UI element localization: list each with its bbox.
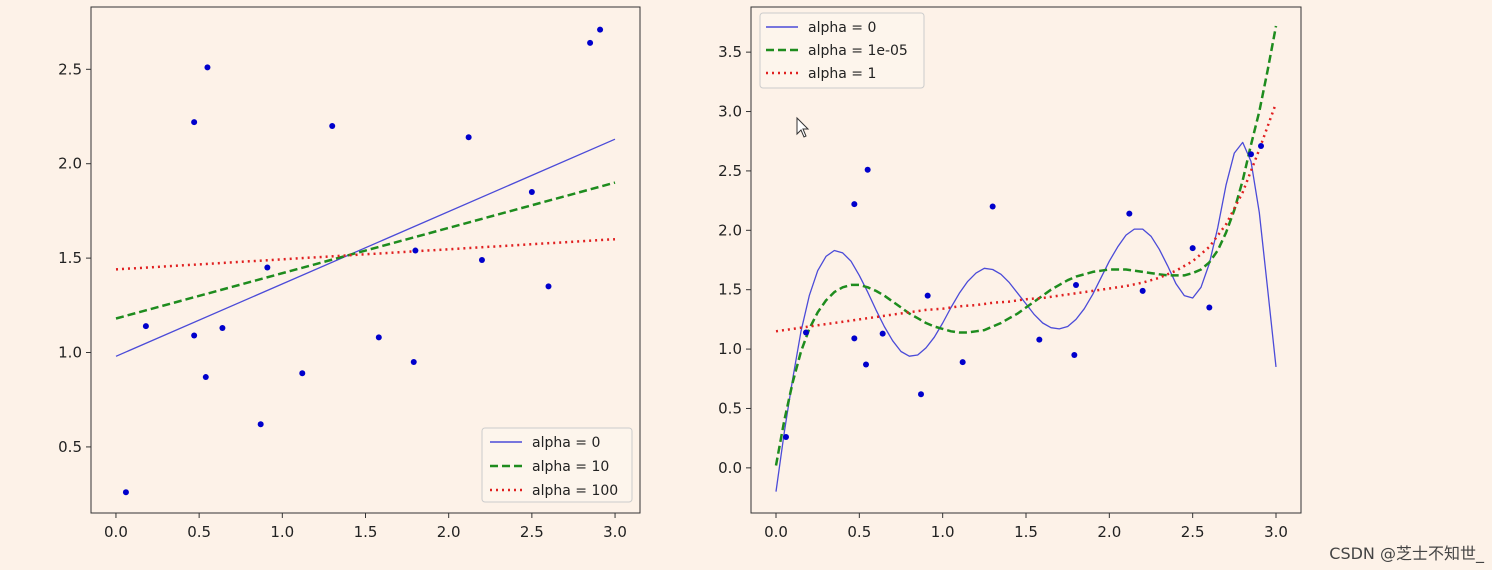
x-tick-label: 1.0 xyxy=(931,523,955,541)
legend-label: alpha = 0 xyxy=(808,20,876,36)
y-tick-label: 2.5 xyxy=(58,60,82,78)
y-tick-label: 0.5 xyxy=(58,438,82,456)
scatter-point xyxy=(587,39,594,46)
series-line-dotted xyxy=(775,102,1278,333)
y-tick-label: 0.0 xyxy=(718,459,742,477)
scatter-point xyxy=(219,324,226,331)
scatter-point xyxy=(122,489,129,496)
x-tick-label: 2.5 xyxy=(520,523,544,541)
lines-right xyxy=(774,25,1278,492)
scatter-point xyxy=(1139,287,1146,294)
scatter-point xyxy=(803,329,809,336)
scatter-point xyxy=(1248,151,1254,158)
series-line-dashed xyxy=(115,181,616,320)
y-tick-label: 2.5 xyxy=(718,162,742,180)
x-tick-label: 1.0 xyxy=(270,523,294,541)
scatter-point xyxy=(959,359,966,366)
legend-label: alpha = 10 xyxy=(532,459,609,475)
x-tick-label: 1.5 xyxy=(354,523,378,541)
legend-label: alpha = 1e-05 xyxy=(808,43,908,59)
legend-left: alpha = 0 alpha = 10 alpha = 100 xyxy=(481,427,633,503)
plot-area-right xyxy=(750,6,1302,514)
mouse-cursor-icon xyxy=(796,116,810,138)
y-tick-label: 3.0 xyxy=(718,103,742,121)
scatter-point xyxy=(191,119,198,126)
series-line-dashed xyxy=(774,25,1278,466)
scatter-point xyxy=(783,433,789,440)
scatter-point xyxy=(1071,352,1078,359)
x-tick-label: 2.0 xyxy=(437,523,461,541)
scatter-point xyxy=(204,64,211,71)
scatter-point xyxy=(851,335,858,342)
y-tick-label: 1.5 xyxy=(718,281,742,299)
x-tick-label: 1.5 xyxy=(1014,523,1038,541)
x-tick-label: 3.0 xyxy=(1264,523,1288,541)
x-tick-label: 0.0 xyxy=(104,523,128,541)
x-tick-label: 2.5 xyxy=(1181,523,1205,541)
scatter-point xyxy=(1258,142,1264,149)
axis-ticks-left: 0.0 0.5 1.0 1.5 2.0 2.5 3.0 0.5 1.0 1.5 2.0 2.5 xyxy=(58,60,627,541)
scatter-point xyxy=(412,247,419,254)
legend-label: alpha = 0 xyxy=(532,435,600,451)
scatter-point xyxy=(1036,336,1043,343)
scatter-point xyxy=(1126,210,1133,217)
scatter-point xyxy=(528,189,535,196)
scatter-right xyxy=(783,142,1264,440)
scatter-point xyxy=(918,391,924,398)
scatter-point xyxy=(863,361,869,368)
legend-right: alpha = 0 alpha = 1e-05 alpha = 1 xyxy=(759,12,925,89)
scatter-point xyxy=(465,134,472,141)
scatter-point xyxy=(851,201,858,208)
legend-label: alpha = 100 xyxy=(532,483,618,499)
watermark: CSDN @芝士不知世_ xyxy=(1329,544,1484,563)
x-tick-label: 3.0 xyxy=(603,523,627,541)
y-tick-label: 3.5 xyxy=(718,43,742,61)
y-tick-label: 0.5 xyxy=(718,399,742,417)
scatter-point xyxy=(1073,281,1079,288)
scatter-point xyxy=(142,323,149,330)
scatter-point xyxy=(1189,245,1196,252)
scatter-point xyxy=(478,257,485,263)
x-tick-label: 0.0 xyxy=(764,523,788,541)
y-tick-label: 1.0 xyxy=(718,340,742,358)
y-tick-label: 1.5 xyxy=(58,249,82,267)
legend-label: alpha = 1 xyxy=(808,66,876,82)
scatter-point xyxy=(545,283,552,290)
scatter-point xyxy=(329,122,336,129)
scatter-point xyxy=(299,370,306,377)
series-line-solid xyxy=(775,141,1277,492)
series-line-solid xyxy=(115,138,616,357)
lines-left xyxy=(115,138,616,357)
axis-ticks-right: 0.0 0.5 1.0 1.5 2.0 2.5 3.0 0.0 0.5 1.0 1.5 2.0 2.5 3… xyxy=(718,43,1288,541)
scatter-point xyxy=(410,358,417,365)
y-tick-label: 2.0 xyxy=(718,221,742,239)
scatter-left xyxy=(122,26,604,496)
x-tick-label: 2.0 xyxy=(1097,523,1121,541)
chart-right: 0.0 0.5 1.0 1.5 2.0 2.5 3.0 0.0 0.5 1.0 1.5 2.0 2.5 3… xyxy=(718,6,1302,541)
y-tick-label: 1.0 xyxy=(58,344,82,362)
scatter-point xyxy=(375,334,382,341)
scatter-point xyxy=(1206,304,1213,311)
scatter-point xyxy=(257,421,264,428)
y-tick-label: 2.0 xyxy=(58,155,82,173)
scatter-point xyxy=(864,166,871,173)
legend-box xyxy=(481,427,633,503)
scatter-point xyxy=(202,374,209,381)
scatter-point xyxy=(597,26,604,33)
legend-box xyxy=(759,12,925,89)
chart-left: 0.0 0.5 1.0 1.5 2.0 2.5 3.0 0.5 1.0 1.5 2.0 2.5 alp… xyxy=(58,6,641,541)
scatter-point xyxy=(191,332,198,339)
scatter-point xyxy=(989,203,996,210)
x-tick-label: 0.5 xyxy=(847,523,871,541)
x-tick-label: 0.5 xyxy=(187,523,211,541)
scatter-point xyxy=(879,330,886,337)
scatter-point xyxy=(264,264,271,271)
scatter-point xyxy=(924,292,931,299)
